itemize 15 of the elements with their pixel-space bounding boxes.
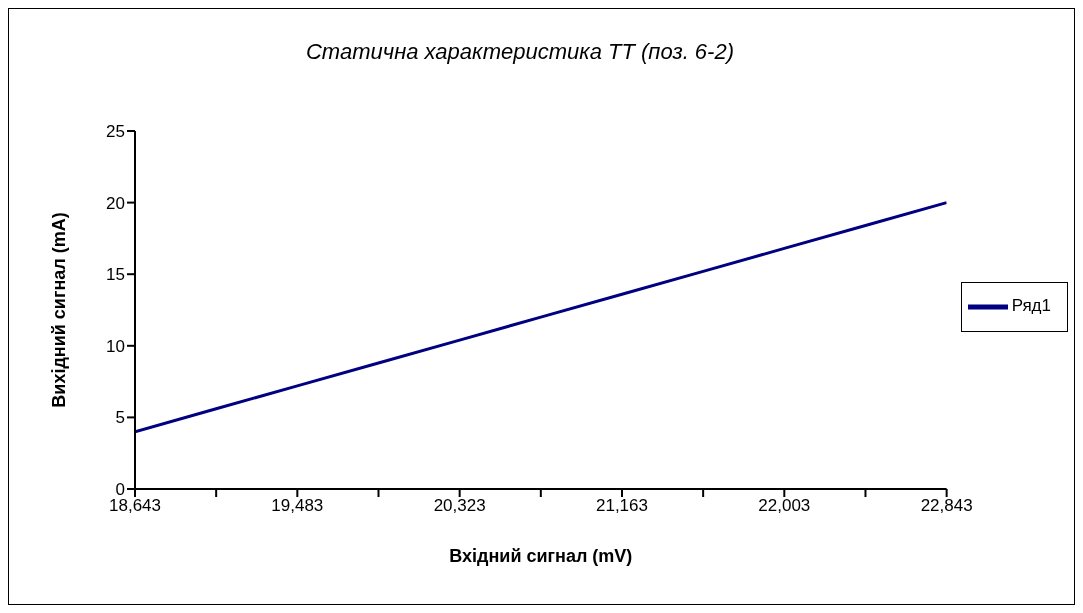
x-tick-label: 20,323 xyxy=(433,496,486,516)
y-tick-label: 10 xyxy=(106,336,125,356)
y-tick-label: 15 xyxy=(106,265,125,285)
y-axis-title: Вихідний сигнал (mA) xyxy=(49,212,70,408)
x-axis-title: Вхідний сигнал (mV) xyxy=(449,546,633,566)
y-tick-label: 20 xyxy=(106,193,125,213)
y-tick-label: 5 xyxy=(115,408,125,428)
x-tick-label: 22,003 xyxy=(758,496,811,516)
legend-label: Ряд1 xyxy=(1011,295,1051,315)
x-tick-label: 22,843 xyxy=(920,496,973,516)
chart-title: Статична характеристика ТТ (поз. 6-2) xyxy=(305,39,735,65)
x-tick-label: 19,483 xyxy=(271,496,324,516)
line-series xyxy=(135,201,947,434)
y-tick-label: 25 xyxy=(106,122,125,142)
x-tick-label: 21,163 xyxy=(595,496,648,516)
